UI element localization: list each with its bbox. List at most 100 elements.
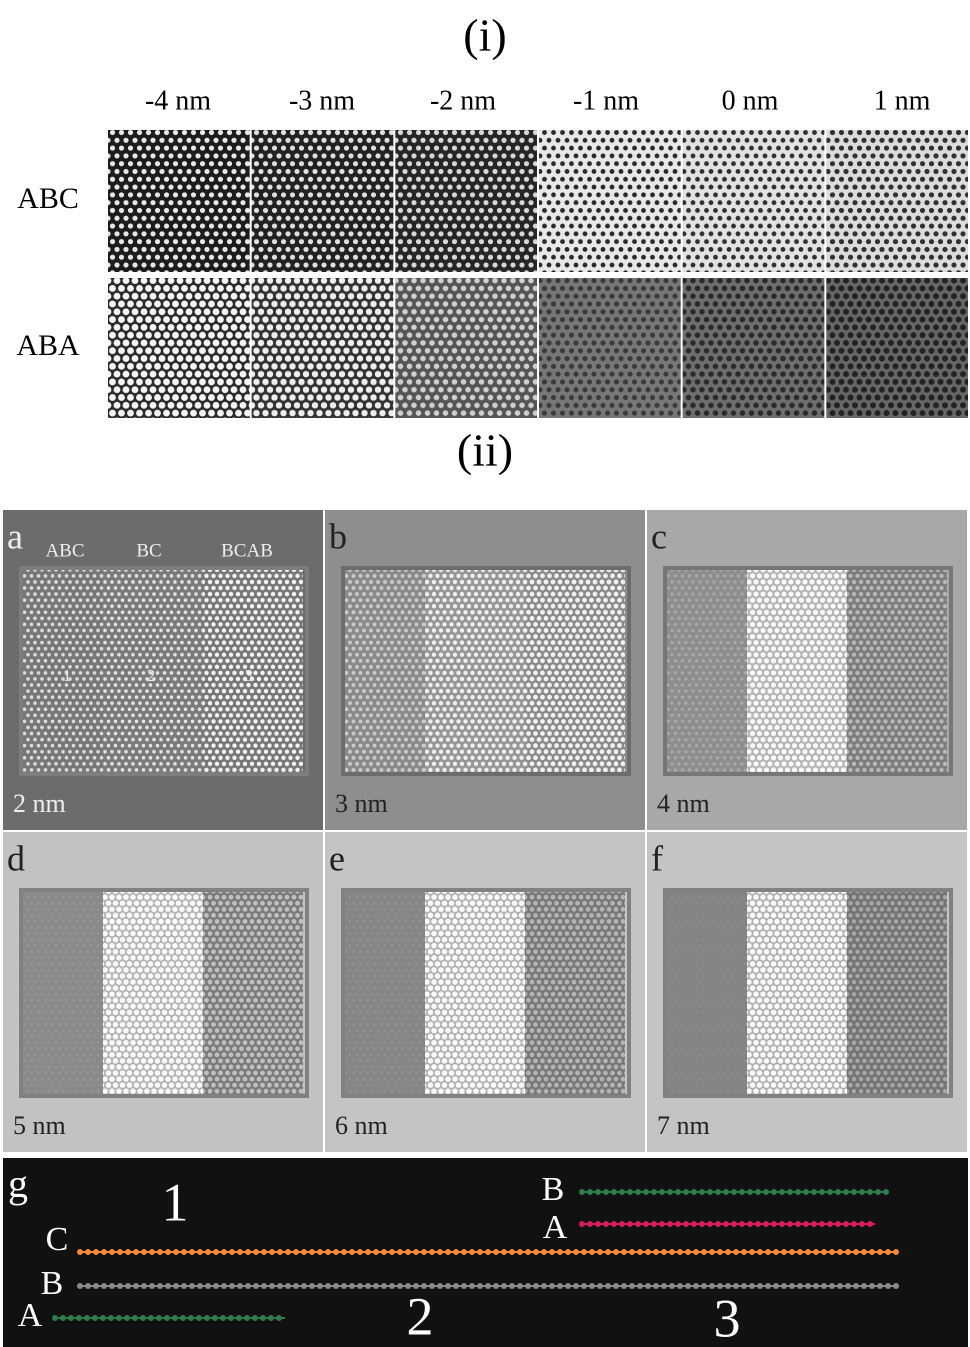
atom <box>725 1283 731 1289</box>
atom <box>277 1283 283 1289</box>
atom <box>597 1249 603 1255</box>
atom <box>757 1283 763 1289</box>
atom <box>229 1249 235 1255</box>
atom <box>133 1249 139 1255</box>
atom <box>811 1189 817 1195</box>
atom <box>819 1189 825 1195</box>
atom <box>125 1283 131 1289</box>
atom <box>685 1283 691 1289</box>
atom <box>477 1283 483 1289</box>
atom <box>829 1283 835 1289</box>
simulated-image <box>252 278 394 418</box>
atom <box>635 1189 641 1195</box>
simulated-image <box>539 130 681 272</box>
simulated-image <box>395 278 537 418</box>
atom <box>867 1221 873 1227</box>
atom <box>707 1189 713 1195</box>
atom <box>683 1221 689 1227</box>
atom <box>819 1221 825 1227</box>
atom <box>749 1283 755 1289</box>
lattice-region <box>103 892 203 1094</box>
atom <box>675 1189 681 1195</box>
atom <box>85 1283 91 1289</box>
atom <box>221 1283 227 1289</box>
defocus-label: 6 nm <box>335 1111 388 1140</box>
atom <box>667 1189 673 1195</box>
atom <box>763 1221 769 1227</box>
lattice-region <box>425 892 525 1094</box>
atom <box>285 1283 291 1289</box>
atom <box>885 1249 891 1255</box>
atom <box>149 1249 155 1255</box>
atom <box>835 1221 841 1227</box>
region-label: BC <box>136 540 161 561</box>
atom <box>181 1283 187 1289</box>
atom <box>333 1283 339 1289</box>
atom <box>845 1249 851 1255</box>
atom <box>237 1249 243 1255</box>
atom <box>877 1249 883 1255</box>
simulated-image <box>252 130 394 272</box>
atom <box>429 1283 435 1289</box>
atom <box>691 1189 697 1195</box>
atom <box>180 1315 186 1321</box>
atom <box>132 1315 138 1321</box>
panel-letter: c <box>651 516 667 556</box>
atom <box>603 1221 609 1227</box>
atom <box>661 1283 667 1289</box>
atom <box>469 1249 475 1255</box>
defocus-label: 7 nm <box>657 1111 710 1140</box>
atom <box>253 1283 259 1289</box>
lattice-region <box>847 892 947 1094</box>
atom <box>747 1221 753 1227</box>
atom <box>268 1315 274 1321</box>
simulated-image <box>683 278 825 418</box>
atom <box>701 1283 707 1289</box>
atom <box>381 1283 387 1289</box>
atom <box>525 1283 531 1289</box>
atom <box>747 1189 753 1195</box>
atom <box>100 1315 106 1321</box>
atom <box>771 1189 777 1195</box>
atom <box>795 1189 801 1195</box>
lattice-region <box>345 570 425 772</box>
defocus-label: 4 nm <box>657 789 710 818</box>
column-label: 0 nm <box>722 85 779 116</box>
atom <box>525 1249 531 1255</box>
atom <box>755 1221 761 1227</box>
atom <box>172 1315 178 1321</box>
simulated-image <box>683 130 825 272</box>
atom <box>603 1189 609 1195</box>
atom <box>389 1249 395 1255</box>
atom <box>269 1249 275 1255</box>
atom <box>667 1221 673 1227</box>
atom <box>699 1221 705 1227</box>
atom <box>837 1249 843 1255</box>
atom <box>189 1283 195 1289</box>
layer-label: B <box>542 1171 565 1208</box>
atom <box>165 1283 171 1289</box>
atom <box>220 1315 226 1321</box>
atom <box>325 1283 331 1289</box>
defocus-label: 3 nm <box>335 789 388 818</box>
atom <box>859 1221 865 1227</box>
atom <box>613 1249 619 1255</box>
atom <box>261 1283 267 1289</box>
atom <box>693 1283 699 1289</box>
atom <box>893 1283 899 1289</box>
atom <box>797 1283 803 1289</box>
atom <box>149 1283 155 1289</box>
atom <box>637 1249 643 1255</box>
atom <box>621 1249 627 1255</box>
atom <box>715 1221 721 1227</box>
atom <box>595 1189 601 1195</box>
atom <box>269 1283 275 1289</box>
atom <box>365 1249 371 1255</box>
atom <box>205 1283 211 1289</box>
atom <box>733 1283 739 1289</box>
simulated-image <box>395 130 537 272</box>
row-label: ABA <box>16 329 80 362</box>
atom <box>811 1221 817 1227</box>
atom <box>677 1283 683 1289</box>
atom <box>595 1221 601 1227</box>
